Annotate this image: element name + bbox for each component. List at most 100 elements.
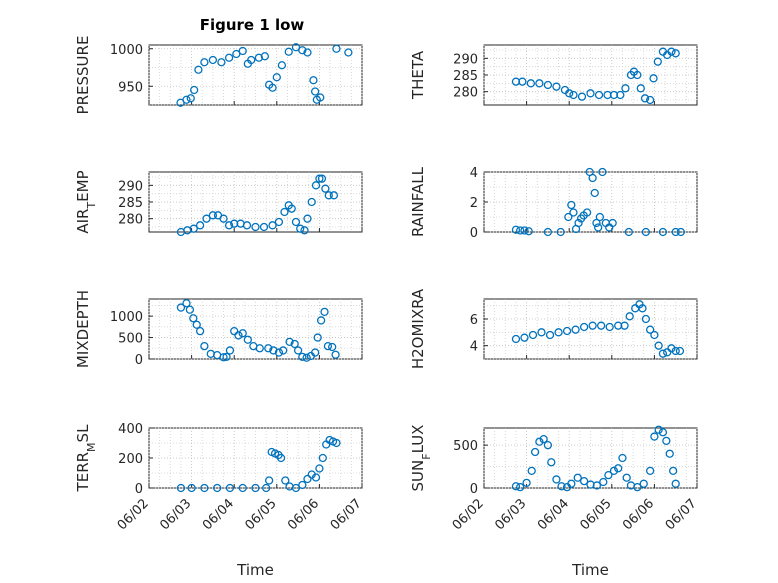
data-point — [310, 348, 320, 357]
data-point — [658, 349, 668, 358]
data-point — [671, 49, 680, 58]
data-point — [654, 341, 663, 350]
subplot-h2omixra: 4 6 H2OMIXRA — [409, 288, 698, 369]
x-axis-label: Time — [236, 561, 274, 579]
data-point — [636, 84, 645, 93]
data-point — [238, 329, 247, 338]
data-point — [255, 344, 264, 353]
data-point — [331, 350, 340, 359]
data-point — [316, 93, 325, 102]
data-point — [182, 299, 191, 308]
y-tick-label: 200 — [118, 452, 143, 467]
data-point — [280, 207, 289, 217]
data-point — [274, 217, 284, 227]
data-point — [298, 352, 307, 362]
data-point — [291, 43, 301, 52]
data-point — [344, 48, 353, 57]
data-point — [219, 214, 228, 223]
data-point — [328, 342, 337, 352]
y-tick-label: 500 — [453, 439, 478, 454]
data-point — [620, 321, 629, 330]
y-tick-label: 400 — [118, 422, 143, 437]
data-point — [200, 58, 209, 67]
data-point — [311, 181, 321, 190]
data-point — [527, 466, 536, 476]
data-point — [639, 479, 648, 488]
data-point — [621, 84, 630, 93]
data-point — [332, 44, 341, 53]
x-tick-label: 06/07 — [663, 496, 700, 533]
data-point — [315, 464, 324, 473]
data-point — [225, 483, 235, 493]
data-point — [535, 437, 544, 446]
data-point — [586, 89, 595, 98]
x-tick-label: 06/02 — [450, 496, 487, 533]
y-tick-label: 500 — [118, 332, 143, 347]
data-point — [597, 321, 606, 330]
data-point — [176, 303, 186, 312]
x-tick-label: 06/05 — [578, 496, 615, 533]
data-point — [332, 438, 341, 448]
data-point — [658, 227, 668, 237]
data-point — [638, 304, 647, 313]
y-axis-label: TERRMSL — [74, 424, 98, 493]
data-point — [285, 337, 294, 347]
data-point — [290, 339, 299, 349]
data-point — [293, 346, 303, 355]
subplot-air-temp: 280 285 290 AIRTEMP — [74, 170, 363, 237]
data-point — [645, 466, 655, 476]
data-point — [537, 328, 546, 337]
data-point — [650, 432, 659, 441]
y-tick-label: 1000 — [110, 310, 143, 325]
data-point — [511, 482, 521, 491]
data-point — [260, 52, 270, 61]
data-point — [208, 55, 218, 65]
y-tick-label: 0 — [470, 226, 478, 241]
data-point — [251, 483, 260, 493]
y-tick-label: 0 — [135, 353, 143, 368]
x-tick-label: 06/06 — [620, 496, 657, 533]
x-tick-label: 06/03 — [157, 496, 194, 533]
y-axis-label: RAINFALL — [409, 166, 427, 237]
y-axis-label: THETA — [409, 50, 427, 100]
data-point — [543, 440, 553, 450]
data-point — [520, 333, 529, 342]
data-point — [556, 227, 565, 237]
data-point — [274, 348, 284, 357]
data-point — [562, 326, 572, 336]
y-tick-label: 4 — [470, 340, 478, 355]
data-point — [276, 453, 286, 463]
y-tick-label: 280 — [453, 86, 478, 101]
data-point — [565, 89, 574, 98]
data-point — [284, 47, 293, 56]
data-point — [645, 325, 655, 334]
data-point — [535, 79, 544, 88]
data-point — [224, 221, 234, 230]
data-point — [254, 53, 264, 62]
data-point — [567, 479, 576, 488]
data-point — [662, 436, 671, 446]
data-point — [320, 307, 329, 317]
data-point — [195, 326, 205, 336]
subplot-rainfall: 0 2 4 RAINFALL — [409, 166, 698, 241]
x-tick-label: 06/05 — [243, 496, 280, 533]
data-point — [577, 92, 587, 101]
data-point — [200, 341, 209, 351]
data-point — [268, 221, 277, 230]
data-point — [573, 473, 582, 482]
data-point — [609, 466, 619, 476]
data-point — [539, 434, 548, 444]
data-point — [272, 73, 281, 82]
x-tick-label: 06/04 — [535, 496, 572, 533]
data-point — [598, 167, 607, 177]
data-point — [557, 482, 566, 491]
data-point — [641, 314, 651, 324]
data-point — [219, 353, 228, 362]
subplot-theta: 280 285 290 THETA — [409, 44, 698, 106]
data-point — [625, 312, 634, 321]
data-point — [225, 346, 235, 355]
y-tick-label: 950 — [118, 80, 143, 95]
data-point — [303, 214, 312, 223]
data-point — [668, 466, 678, 476]
data-point — [182, 95, 191, 104]
